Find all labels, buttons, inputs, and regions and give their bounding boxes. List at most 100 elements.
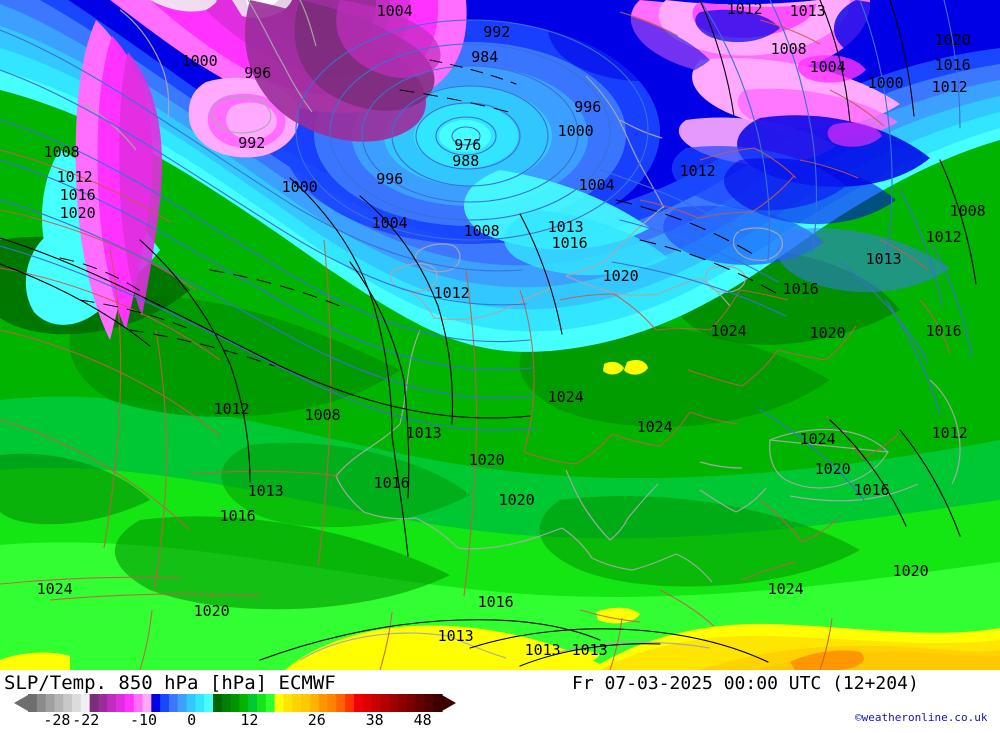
isobar-label: 1024 xyxy=(547,388,584,406)
isobar-label: 1016 xyxy=(219,507,256,525)
colorbar-swatch xyxy=(204,694,214,712)
colorbar-tick-label: -10 xyxy=(129,711,158,729)
colorbar-right-arrow xyxy=(442,695,456,711)
colorbar-swatch xyxy=(177,694,188,712)
colorbar-swatch xyxy=(107,694,117,712)
colorbar-swatch xyxy=(36,694,47,712)
colorbar-swatch xyxy=(389,694,399,712)
weather-map[interactable]: 1004 1012 1013 992 984 1020 1000 996 1008 1016 100… xyxy=(0,0,1000,670)
isobar-label: 976 xyxy=(454,136,482,154)
colorbar-swatch xyxy=(283,694,293,712)
colorbar-swatch xyxy=(28,694,38,712)
colorbar-swatch xyxy=(195,694,205,712)
colorbar-swatch xyxy=(98,694,108,712)
colorbar-swatch xyxy=(362,694,373,712)
colorbar-swatch xyxy=(248,694,258,712)
colorbar-swatch xyxy=(151,694,161,712)
colorbar-swatch xyxy=(133,694,144,712)
colorbar-swatch xyxy=(274,694,285,712)
isobar-label: 1008 xyxy=(463,222,500,240)
colorbar-swatch xyxy=(239,694,249,712)
colorbar: -28 -22 -10 0 12 26 38 48 xyxy=(0,694,470,733)
isobar-label: 1016 xyxy=(373,474,410,492)
colorbar-swatch xyxy=(371,694,381,712)
colorbar-swatch xyxy=(345,694,355,712)
isobar-label: 1012 xyxy=(925,228,962,246)
colorbar-swatch xyxy=(257,694,267,712)
colorbar-swatch xyxy=(353,694,364,712)
colorbar-tick-label: 12 xyxy=(240,711,259,729)
isobar-label: 1000 xyxy=(181,52,218,70)
colorbar-left-arrow xyxy=(14,695,28,711)
colorbar-ticks: -28 -22 -10 0 12 26 38 48 xyxy=(0,711,470,731)
isobar-label: 1004 xyxy=(809,58,846,76)
colorbar-gradient xyxy=(14,694,456,712)
isobar-label: 1004 xyxy=(371,214,408,232)
isobar-label: 1013 xyxy=(547,218,584,236)
isobar-label: 1000 xyxy=(557,122,594,140)
isobar-label: 1013 xyxy=(437,627,474,645)
isobar-label: 1012 xyxy=(931,78,968,96)
colorbar-swatch xyxy=(424,694,434,712)
colorbar-swatch xyxy=(142,694,152,712)
isobar-label: 1016 xyxy=(934,56,971,74)
colorbar-tick-label: 0 xyxy=(187,711,197,729)
isobar-label: 1013 xyxy=(405,424,442,442)
colorbar-swatch xyxy=(80,694,91,712)
colorbar-swatch xyxy=(63,694,73,712)
isobar-label: 1020 xyxy=(193,602,230,620)
isobar-label: 1020 xyxy=(809,324,846,342)
colorbar-swatch xyxy=(415,694,425,712)
colorbar-swatch xyxy=(230,694,241,712)
colorbar-swatch xyxy=(186,694,196,712)
isobar-label: 992 xyxy=(483,23,511,41)
colorbar-tick-label: 38 xyxy=(365,711,384,729)
isobar-label: 996 xyxy=(244,64,272,82)
isobar-label: 1000 xyxy=(867,74,904,92)
isobar-label: 988 xyxy=(452,152,480,170)
isobar-label: 1013 xyxy=(524,641,561,659)
isobar-label: 996 xyxy=(376,170,404,188)
isobar-label: 1024 xyxy=(799,430,836,448)
colorbar-swatch xyxy=(54,694,64,712)
isobar-label: 1016 xyxy=(925,322,962,340)
isobar-label: 1016 xyxy=(551,234,588,252)
colorbar-tick-label: -22 xyxy=(72,711,100,729)
isobar-label: 1024 xyxy=(636,418,673,436)
colorbar-swatch xyxy=(327,694,337,712)
colorbar-swatch xyxy=(433,694,443,712)
colorbar-swatch xyxy=(221,694,232,712)
colorbar-swatch xyxy=(265,694,276,712)
isobar-label: 1013 xyxy=(865,250,902,268)
colorbar-tick-label: 26 xyxy=(307,711,326,729)
isobar-label: 1004 xyxy=(578,176,615,194)
isobar-label: 1012 xyxy=(213,400,250,418)
colorbar-swatch xyxy=(318,694,329,712)
colorbar-swatch xyxy=(160,694,170,712)
isobar-label: 1016 xyxy=(782,280,819,298)
isobar-label: 1008 xyxy=(770,40,807,58)
isobar-label: 984 xyxy=(471,48,499,66)
colorbar-swatch xyxy=(301,694,311,712)
isobar-label: 1020 xyxy=(468,451,505,469)
colorbar-swatch xyxy=(72,694,82,712)
colorbar-swatch xyxy=(212,694,223,712)
isobar-label: 1024 xyxy=(710,322,747,340)
isobar-label: 1004 xyxy=(376,2,413,20)
colorbar-swatch xyxy=(292,694,302,712)
isobar-label: 1016 xyxy=(477,593,514,611)
isobar-label: 1024 xyxy=(36,580,73,598)
colorbar-tick-label: 48 xyxy=(413,711,432,729)
isobar-label: 1016 xyxy=(59,186,96,204)
colorbar-swatch xyxy=(336,694,346,712)
model-run-timestamp: Fr 07-03-2025 00:00 UTC (12+204) xyxy=(572,673,919,694)
isobar-label: 1013 xyxy=(789,2,826,20)
isobar-label: 1008 xyxy=(43,143,80,161)
isobar-label: 1012 xyxy=(931,424,968,442)
copyright-credit: ©weatheronline.co.uk xyxy=(855,711,988,724)
colorbar-swatch xyxy=(380,694,390,712)
colorbar-swatch xyxy=(116,694,126,712)
colorbar-swatch xyxy=(89,694,100,712)
isobar-label: 1008 xyxy=(304,406,341,424)
